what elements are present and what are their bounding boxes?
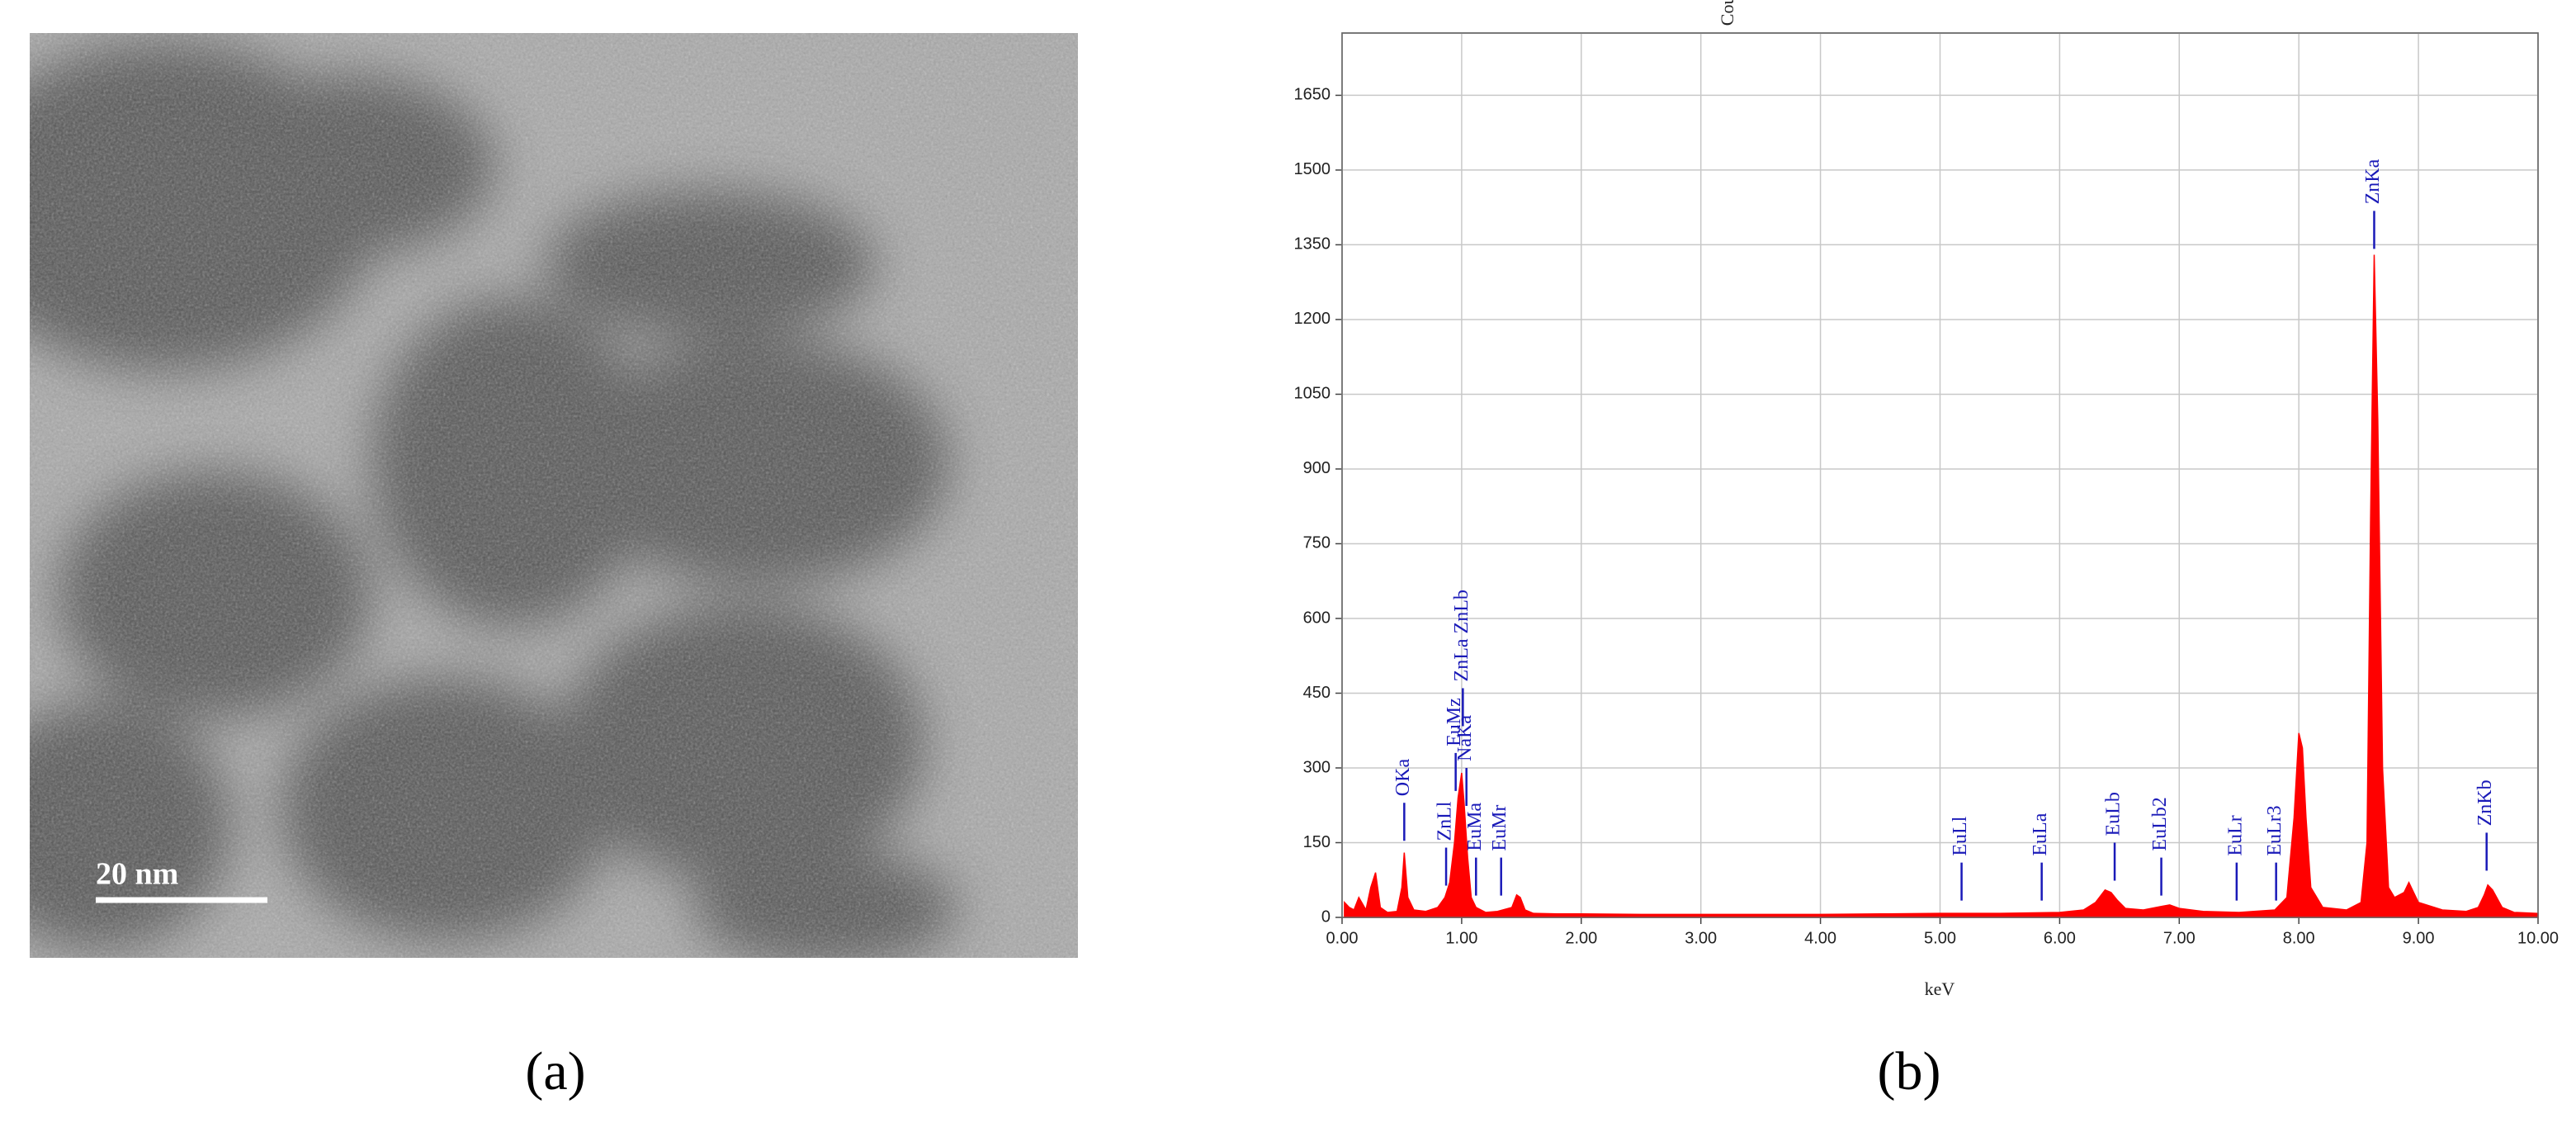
y-tick-label: 600 [1303,609,1331,627]
peak-label: EuMz [1444,698,1465,746]
x-tick-label: 6.00 [2044,929,2076,947]
plot-frame [1341,32,2539,918]
peak-label: ZnLa ZnLb [1451,590,1472,681]
y-tick-label: 1500 [1294,160,1331,178]
peak-label: EuMa [1464,803,1486,851]
spectrum [1344,254,2539,918]
tem-image: 20 nm [30,33,1078,958]
y-tick-label: 1200 [1294,310,1331,328]
y-axis-label: Counts [1717,0,1737,26]
peak-label: EuLb [2103,792,2125,836]
peak-label: EuMr [1489,805,1510,851]
x-tick-label: 10.00 [2517,929,2559,947]
peak-label: ZnLl [1435,801,1456,841]
x-tick-label: 7.00 [2163,929,2196,947]
y-tick-label: 300 [1303,758,1331,776]
x-tick-label: 4.00 [1804,929,1836,947]
x-tick-label: 3.00 [1685,929,1717,947]
panel-label: (a) [525,1041,585,1102]
x-tick-label: 9.00 [2403,929,2435,947]
x-axis-label: keV [1925,978,1955,999]
y-tick-label: 1350 [1294,235,1331,254]
peak-label: EuLl [1950,816,1971,855]
peak-label: EuLb2 [2149,797,2171,851]
y-tick-label: 1650 [1294,86,1331,104]
x-tick-label: 1.00 [1445,929,1477,947]
peak-label: OKa [1392,759,1414,797]
peak-label: NaKa [1454,715,1476,761]
peak-label: ZnKb [2474,779,2496,826]
scale-bar-label: 20 nm [96,857,178,892]
panel-label: (b) [1878,1041,1941,1102]
x-tick-label: 8.00 [2283,929,2315,947]
x-tick-label: 5.00 [1924,929,1956,947]
peak-label: ZnKa [2362,159,2384,204]
peak-label: EuLr3 [2264,805,2285,855]
peak-label: EuLr [2224,815,2246,855]
x-tick-label: 0.00 [1326,929,1359,947]
y-tick-label: 150 [1303,833,1331,851]
peak-label: EuLa [2030,813,2051,855]
y-tick-label: 450 [1303,684,1331,702]
y-tick-label: 750 [1303,534,1331,552]
x-tick-label: 2.00 [1565,929,1597,947]
y-tick-label: 1050 [1294,385,1331,403]
y-tick-label: 0 [1321,907,1331,926]
y-tick-label: 900 [1303,459,1331,477]
